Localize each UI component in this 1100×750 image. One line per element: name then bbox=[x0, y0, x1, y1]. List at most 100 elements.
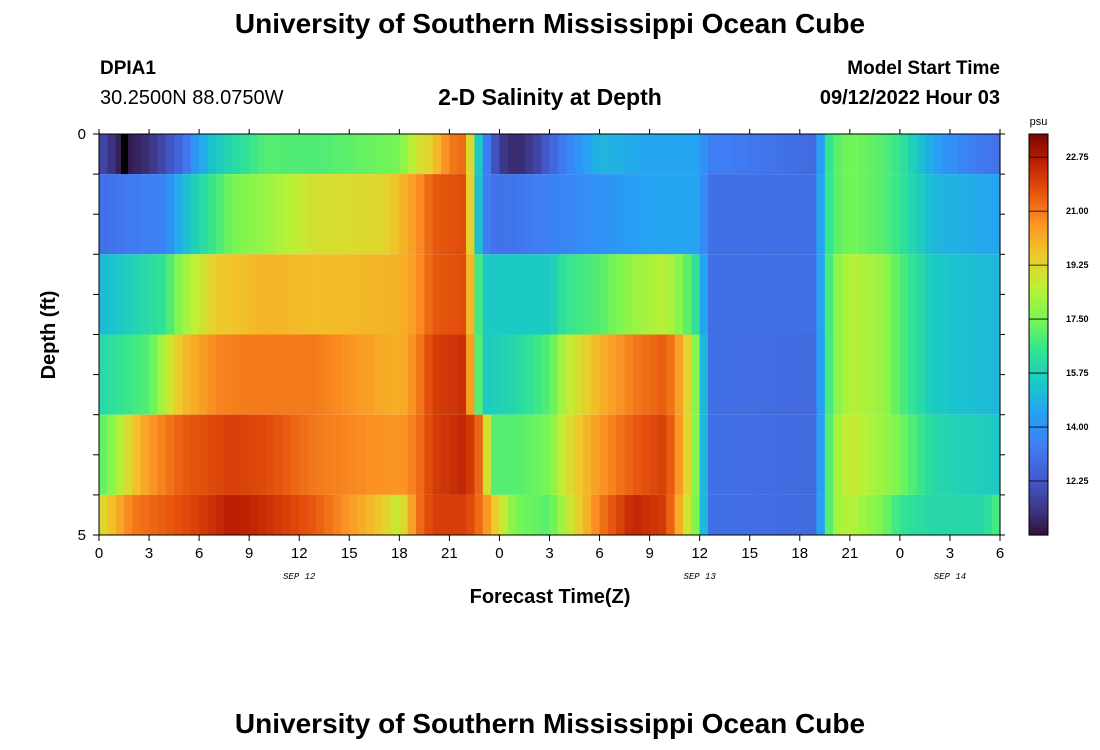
heatmap-cell bbox=[274, 494, 284, 535]
colorbar-segment bbox=[1029, 501, 1048, 506]
heatmap-cell bbox=[741, 174, 751, 255]
heatmap-cell bbox=[332, 334, 342, 415]
colorbar-segment bbox=[1029, 250, 1048, 255]
heatmap-cell bbox=[265, 334, 275, 415]
station-id: DPIA1 bbox=[100, 58, 156, 79]
heatmap-cell bbox=[541, 174, 551, 255]
heatmap-cell bbox=[866, 494, 876, 535]
heatmap-cell bbox=[424, 334, 434, 415]
page-title: University of Southern Mississippi Ocean… bbox=[234, 8, 866, 39]
heatmap-cell bbox=[340, 174, 350, 255]
heatmap-cell bbox=[574, 254, 584, 335]
colorbar-segment bbox=[1029, 414, 1048, 419]
colorbar-segment bbox=[1029, 164, 1048, 169]
heatmap-cell bbox=[858, 134, 868, 175]
heatmap-cell bbox=[374, 134, 384, 175]
heatmap-cell bbox=[599, 174, 609, 255]
heatmap-cell bbox=[349, 254, 359, 335]
heatmap-cell bbox=[249, 414, 259, 495]
heatmap-cell bbox=[524, 254, 534, 335]
y-tick-label: 0 bbox=[78, 126, 86, 143]
heatmap-cell bbox=[115, 334, 125, 415]
heatmap-cell bbox=[632, 134, 642, 175]
colorbar-segment bbox=[1029, 147, 1048, 152]
heatmap-cell bbox=[449, 334, 459, 415]
heatmap-cell bbox=[407, 334, 417, 415]
heatmap-cell bbox=[616, 174, 626, 255]
colorbar-segment bbox=[1029, 291, 1048, 295]
heatmap-cell bbox=[607, 414, 617, 495]
heatmap-cell bbox=[199, 494, 209, 535]
heatmap-cell bbox=[874, 254, 884, 335]
colorbar-segment bbox=[1029, 341, 1048, 346]
heatmap-cell bbox=[666, 414, 676, 495]
heatmap-cell bbox=[390, 414, 400, 495]
heatmap-cell bbox=[449, 414, 459, 495]
colorbar-segment bbox=[1029, 394, 1048, 399]
heatmap-cell bbox=[491, 494, 501, 535]
heatmap-cell bbox=[532, 134, 542, 175]
heatmap-cell bbox=[466, 134, 476, 175]
heatmap-cell bbox=[499, 334, 509, 415]
x-axis-label: Forecast Time(Z) bbox=[469, 586, 631, 608]
heatmap-cell bbox=[574, 494, 584, 535]
heatmap-cell bbox=[232, 334, 242, 415]
colorbar-segment bbox=[1029, 197, 1048, 202]
heatmap-cell bbox=[733, 414, 742, 495]
heatmap-cell bbox=[716, 334, 726, 415]
heatmap-cell bbox=[774, 414, 784, 495]
heatmap-cell bbox=[365, 134, 375, 175]
heatmap-cell bbox=[816, 414, 826, 495]
heatmap-cell bbox=[516, 174, 526, 255]
heatmap-cell bbox=[507, 494, 517, 535]
heatmap-cell bbox=[307, 174, 317, 255]
heatmap-cell bbox=[491, 254, 501, 335]
heatmap-cell bbox=[432, 334, 442, 415]
heatmap-cell bbox=[232, 134, 242, 175]
heatmap-cell bbox=[307, 334, 317, 415]
heatmap-cell bbox=[257, 494, 267, 535]
heatmap-cell bbox=[833, 254, 843, 335]
heatmap-cell bbox=[482, 334, 492, 415]
heatmap-cell bbox=[165, 254, 175, 335]
heatmap-cell bbox=[958, 174, 968, 255]
heatmap-cell bbox=[432, 494, 442, 535]
heatmap-cell bbox=[324, 174, 334, 255]
heatmap-cell bbox=[749, 494, 759, 535]
heatmap-cell bbox=[566, 414, 576, 495]
heatmap-cell bbox=[140, 414, 150, 495]
heatmap-cell bbox=[716, 254, 726, 335]
heatmap-cell bbox=[749, 414, 759, 495]
heatmap-cell bbox=[432, 174, 442, 255]
heatmap-cell bbox=[816, 334, 826, 415]
heatmap-cell bbox=[240, 414, 250, 495]
heatmap-cell bbox=[749, 174, 759, 255]
colorbar-segment bbox=[1029, 317, 1048, 322]
heatmap-cell bbox=[449, 494, 459, 535]
heatmap-cell bbox=[791, 174, 801, 255]
colorbar-segment bbox=[1029, 454, 1048, 459]
heatmap-cell bbox=[682, 334, 692, 415]
heatmap-cell bbox=[524, 134, 534, 175]
heatmap-cell bbox=[891, 494, 901, 535]
heatmap-cell bbox=[549, 334, 559, 415]
colorbar-segment bbox=[1029, 488, 1048, 493]
heatmap-cell bbox=[841, 334, 851, 415]
heatmap-cell bbox=[916, 174, 926, 255]
colorbar-segment bbox=[1029, 224, 1048, 229]
heatmap-cell bbox=[299, 254, 309, 335]
heatmap-cell bbox=[724, 254, 734, 335]
heatmap-cell bbox=[649, 334, 659, 415]
heatmap-cell bbox=[482, 134, 492, 175]
heatmap-cell bbox=[641, 254, 651, 335]
heatmap-cell bbox=[716, 134, 726, 175]
heatmap-cell bbox=[324, 414, 334, 495]
heatmap-cell bbox=[649, 414, 659, 495]
heatmap-cell bbox=[708, 494, 717, 535]
x-tick-label: 3 bbox=[545, 545, 553, 562]
heatmap-cell bbox=[466, 174, 476, 255]
heatmap-cell bbox=[974, 494, 984, 535]
heatmap-cell bbox=[874, 494, 884, 535]
heatmap-cell bbox=[557, 134, 567, 175]
heatmap-cell bbox=[374, 414, 384, 495]
